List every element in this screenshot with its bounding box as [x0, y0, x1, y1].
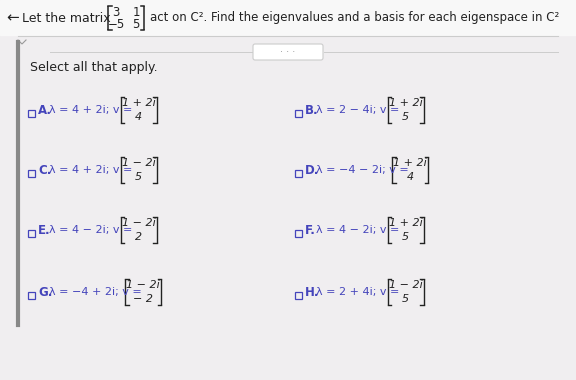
Text: λ = 4 − 2i; v =: λ = 4 − 2i; v = — [49, 225, 132, 235]
Text: 1 + 2i: 1 + 2i — [122, 98, 156, 109]
Text: 5: 5 — [402, 293, 409, 304]
Text: −5: −5 — [107, 17, 124, 30]
Text: E.: E. — [38, 223, 51, 236]
Bar — [295, 230, 302, 237]
Text: 3: 3 — [112, 5, 120, 19]
Bar — [28, 170, 35, 177]
Text: 1 − 2i: 1 − 2i — [126, 280, 160, 290]
Text: 1 + 2i: 1 + 2i — [393, 158, 427, 168]
Text: λ = 4 + 2i; v =: λ = 4 + 2i; v = — [49, 165, 132, 175]
Text: 5: 5 — [132, 17, 140, 30]
Text: 1 − 2i: 1 − 2i — [122, 158, 156, 168]
Text: Select all that apply.: Select all that apply. — [30, 60, 158, 73]
Text: λ = 2 + 4i; v =: λ = 2 + 4i; v = — [316, 287, 399, 297]
Text: C.: C. — [38, 163, 51, 176]
Bar — [0, 0, 576, 35]
Text: 1 − 2i: 1 − 2i — [122, 218, 156, 228]
Text: 1 + 2i: 1 + 2i — [389, 98, 422, 109]
FancyBboxPatch shape — [253, 44, 323, 60]
Text: A.: A. — [38, 103, 52, 117]
Text: 4: 4 — [407, 171, 414, 182]
Text: λ = 2 − 4i; v =: λ = 2 − 4i; v = — [316, 105, 399, 115]
Text: 5: 5 — [135, 171, 142, 182]
Text: F.: F. — [305, 223, 316, 236]
Text: − 2: − 2 — [133, 293, 153, 304]
Text: Let the matrix: Let the matrix — [22, 11, 111, 24]
Text: H.: H. — [305, 285, 320, 299]
Text: 4: 4 — [135, 111, 142, 122]
Text: 1: 1 — [132, 5, 140, 19]
Text: 1 − 2i: 1 − 2i — [389, 280, 422, 290]
Bar — [295, 292, 302, 299]
Text: 5: 5 — [402, 231, 409, 242]
Bar — [28, 110, 35, 117]
Bar — [295, 170, 302, 177]
Text: ←: ← — [6, 11, 19, 25]
Bar — [295, 110, 302, 117]
Text: λ = 4 + 2i; v =: λ = 4 + 2i; v = — [49, 105, 132, 115]
Text: λ = −4 − 2i; v =: λ = −4 − 2i; v = — [316, 165, 409, 175]
Bar — [28, 230, 35, 237]
Text: λ = −4 + 2i; v =: λ = −4 + 2i; v = — [49, 287, 142, 297]
Text: G.: G. — [38, 285, 52, 299]
Bar — [28, 292, 35, 299]
Text: act on C². Find the eigenvalues and a basis for each eigenspace in C²: act on C². Find the eigenvalues and a ba… — [150, 11, 559, 24]
Text: D.: D. — [305, 163, 319, 176]
Text: 5: 5 — [402, 111, 409, 122]
Text: λ = 4 − 2i; v =: λ = 4 − 2i; v = — [316, 225, 399, 235]
Text: 1 + 2i: 1 + 2i — [389, 218, 422, 228]
Text: B.: B. — [305, 103, 319, 117]
Text: 2: 2 — [135, 231, 142, 242]
Text: · · ·: · · · — [281, 47, 295, 57]
